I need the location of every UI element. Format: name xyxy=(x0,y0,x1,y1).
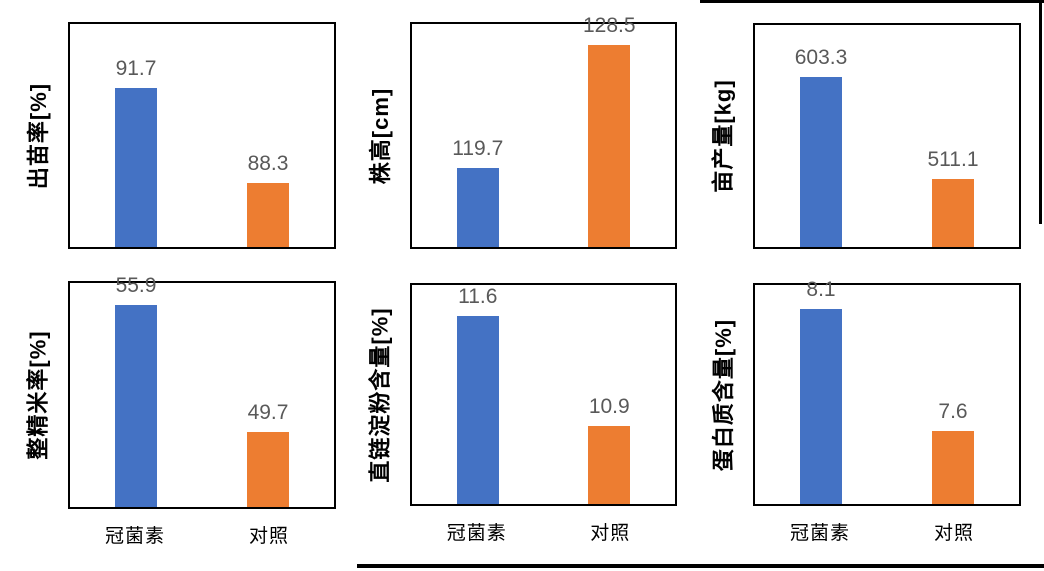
x-axis-label: 对照 xyxy=(248,526,290,547)
y-axis-title-wrap: 出苗率[%] xyxy=(6,22,68,249)
bar-对照 xyxy=(932,179,974,247)
x-axis-label: 对照 xyxy=(590,523,631,544)
chart-panel-emergence-rate: 出苗率[%] 91.7 88.3 xyxy=(26,22,336,249)
data-label: 55.9 xyxy=(115,274,157,298)
bar-冠菌素 xyxy=(115,88,157,247)
chart-panel-plant-height: 株高[cm] 119.7 128.5 xyxy=(368,15,677,249)
x-axis-label: 冠菌素 xyxy=(446,523,507,544)
chart-panel-yield-per-mu: 亩产量[kg] 603.3 511.1 xyxy=(711,23,1021,249)
plot-area: 8.1 7.6 xyxy=(753,279,1021,506)
y-axis-title: 直链淀粉含量[%] xyxy=(368,306,393,483)
bar-冠菌素 xyxy=(115,305,157,507)
data-label: 91.7 xyxy=(115,57,157,81)
y-axis-title: 亩产量[kg] xyxy=(711,79,737,193)
bar-冠菌素 xyxy=(456,167,499,247)
data-label: 119.7 xyxy=(452,136,504,160)
bar-冠菌素 xyxy=(800,76,842,247)
table-border-bottom-line xyxy=(357,564,1044,568)
table-border-right-line xyxy=(1039,0,1042,224)
x-axis-label: 对照 xyxy=(933,523,975,544)
data-label: 128.5 xyxy=(582,13,636,37)
data-label: 11.6 xyxy=(458,285,498,309)
y-axis-title-wrap: 蛋白质含量[%] xyxy=(691,283,753,506)
bar-冠菌素 xyxy=(800,309,842,504)
y-axis-title-wrap: 株高[cm] xyxy=(348,22,410,249)
bar-对照 xyxy=(247,431,289,507)
plot-area: 55.9 49.7 xyxy=(68,275,336,509)
data-label: 49.7 xyxy=(247,400,289,424)
data-label: 88.3 xyxy=(247,151,289,175)
y-axis-title: 出苗率[%] xyxy=(26,82,51,189)
bar-冠菌素 xyxy=(456,316,499,504)
bar-对照 xyxy=(588,425,631,504)
data-label: 7.6 xyxy=(938,400,968,424)
y-axis-title: 株高[cm] xyxy=(368,87,394,184)
x-axis-labels: 冠菌素 对照 xyxy=(410,506,677,546)
data-label: 8.1 xyxy=(806,278,836,302)
x-axis-labels: 冠菌素 对照 xyxy=(68,509,336,549)
x-axis-label: 冠菌素 xyxy=(104,526,166,547)
bar-对照 xyxy=(932,431,974,504)
plot-area: 91.7 88.3 xyxy=(68,22,336,249)
data-label: 511.1 xyxy=(927,148,979,172)
y-axis-title-wrap: 整精米率[%] xyxy=(6,281,68,509)
bar-对照 xyxy=(588,44,631,247)
chart-panel-head-rice-rate: 整精米率[%] 55.9 49.7 冠菌素 对照 xyxy=(26,275,336,547)
y-axis-title: 蛋白质含量[%] xyxy=(711,318,736,471)
x-axis-label: 冠菌素 xyxy=(789,523,851,544)
chart-panel-amylose-content: 直链淀粉含量[%] 11.6 10.9 冠菌素 对照 xyxy=(368,283,677,544)
plot-area: 119.7 128.5 xyxy=(410,15,677,249)
y-axis-title-wrap: 直链淀粉含量[%] xyxy=(348,283,410,506)
bar-对照 xyxy=(247,182,289,247)
plot-area: 11.6 10.9 xyxy=(410,283,677,506)
plot-area: 603.3 511.1 xyxy=(753,23,1021,249)
y-axis-title: 整精米率[%] xyxy=(26,330,51,460)
y-axis-title-wrap: 亩产量[kg] xyxy=(691,23,753,249)
table-border-top-line xyxy=(700,0,1044,3)
x-axis-labels: 冠菌素 对照 xyxy=(753,506,1021,546)
chart-panel-protein-content: 蛋白质含量[%] 8.1 7.6 冠菌素 对照 xyxy=(711,279,1021,544)
data-label: 603.3 xyxy=(794,45,848,69)
data-label: 10.9 xyxy=(588,394,630,418)
